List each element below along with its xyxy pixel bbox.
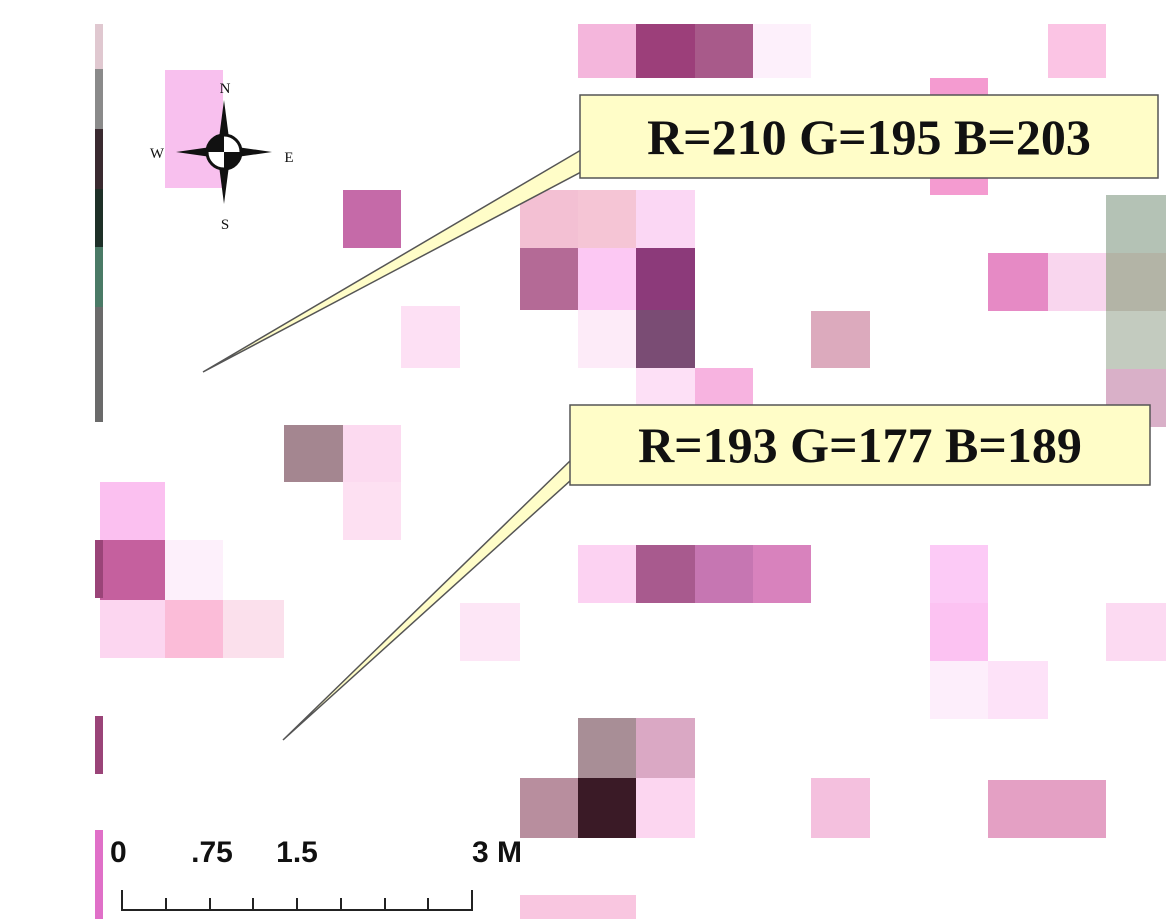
compass-west: W [150, 146, 165, 162]
callout-label: R=210 G=195 B=203 [647, 109, 1091, 165]
scale-label: 3 M [472, 836, 522, 869]
compass-east: E [284, 150, 293, 166]
compass-south: S [221, 217, 229, 233]
scale-label: 0 [110, 836, 127, 869]
callout-label: R=193 G=177 B=189 [638, 417, 1082, 473]
scale-label: 1.5 [276, 836, 318, 869]
scale-label: .75 [191, 836, 233, 869]
compass-north: N [220, 81, 231, 97]
map: N S E W R=210 G=195 B=203 R=193 G=177 B=… [0, 0, 1166, 919]
